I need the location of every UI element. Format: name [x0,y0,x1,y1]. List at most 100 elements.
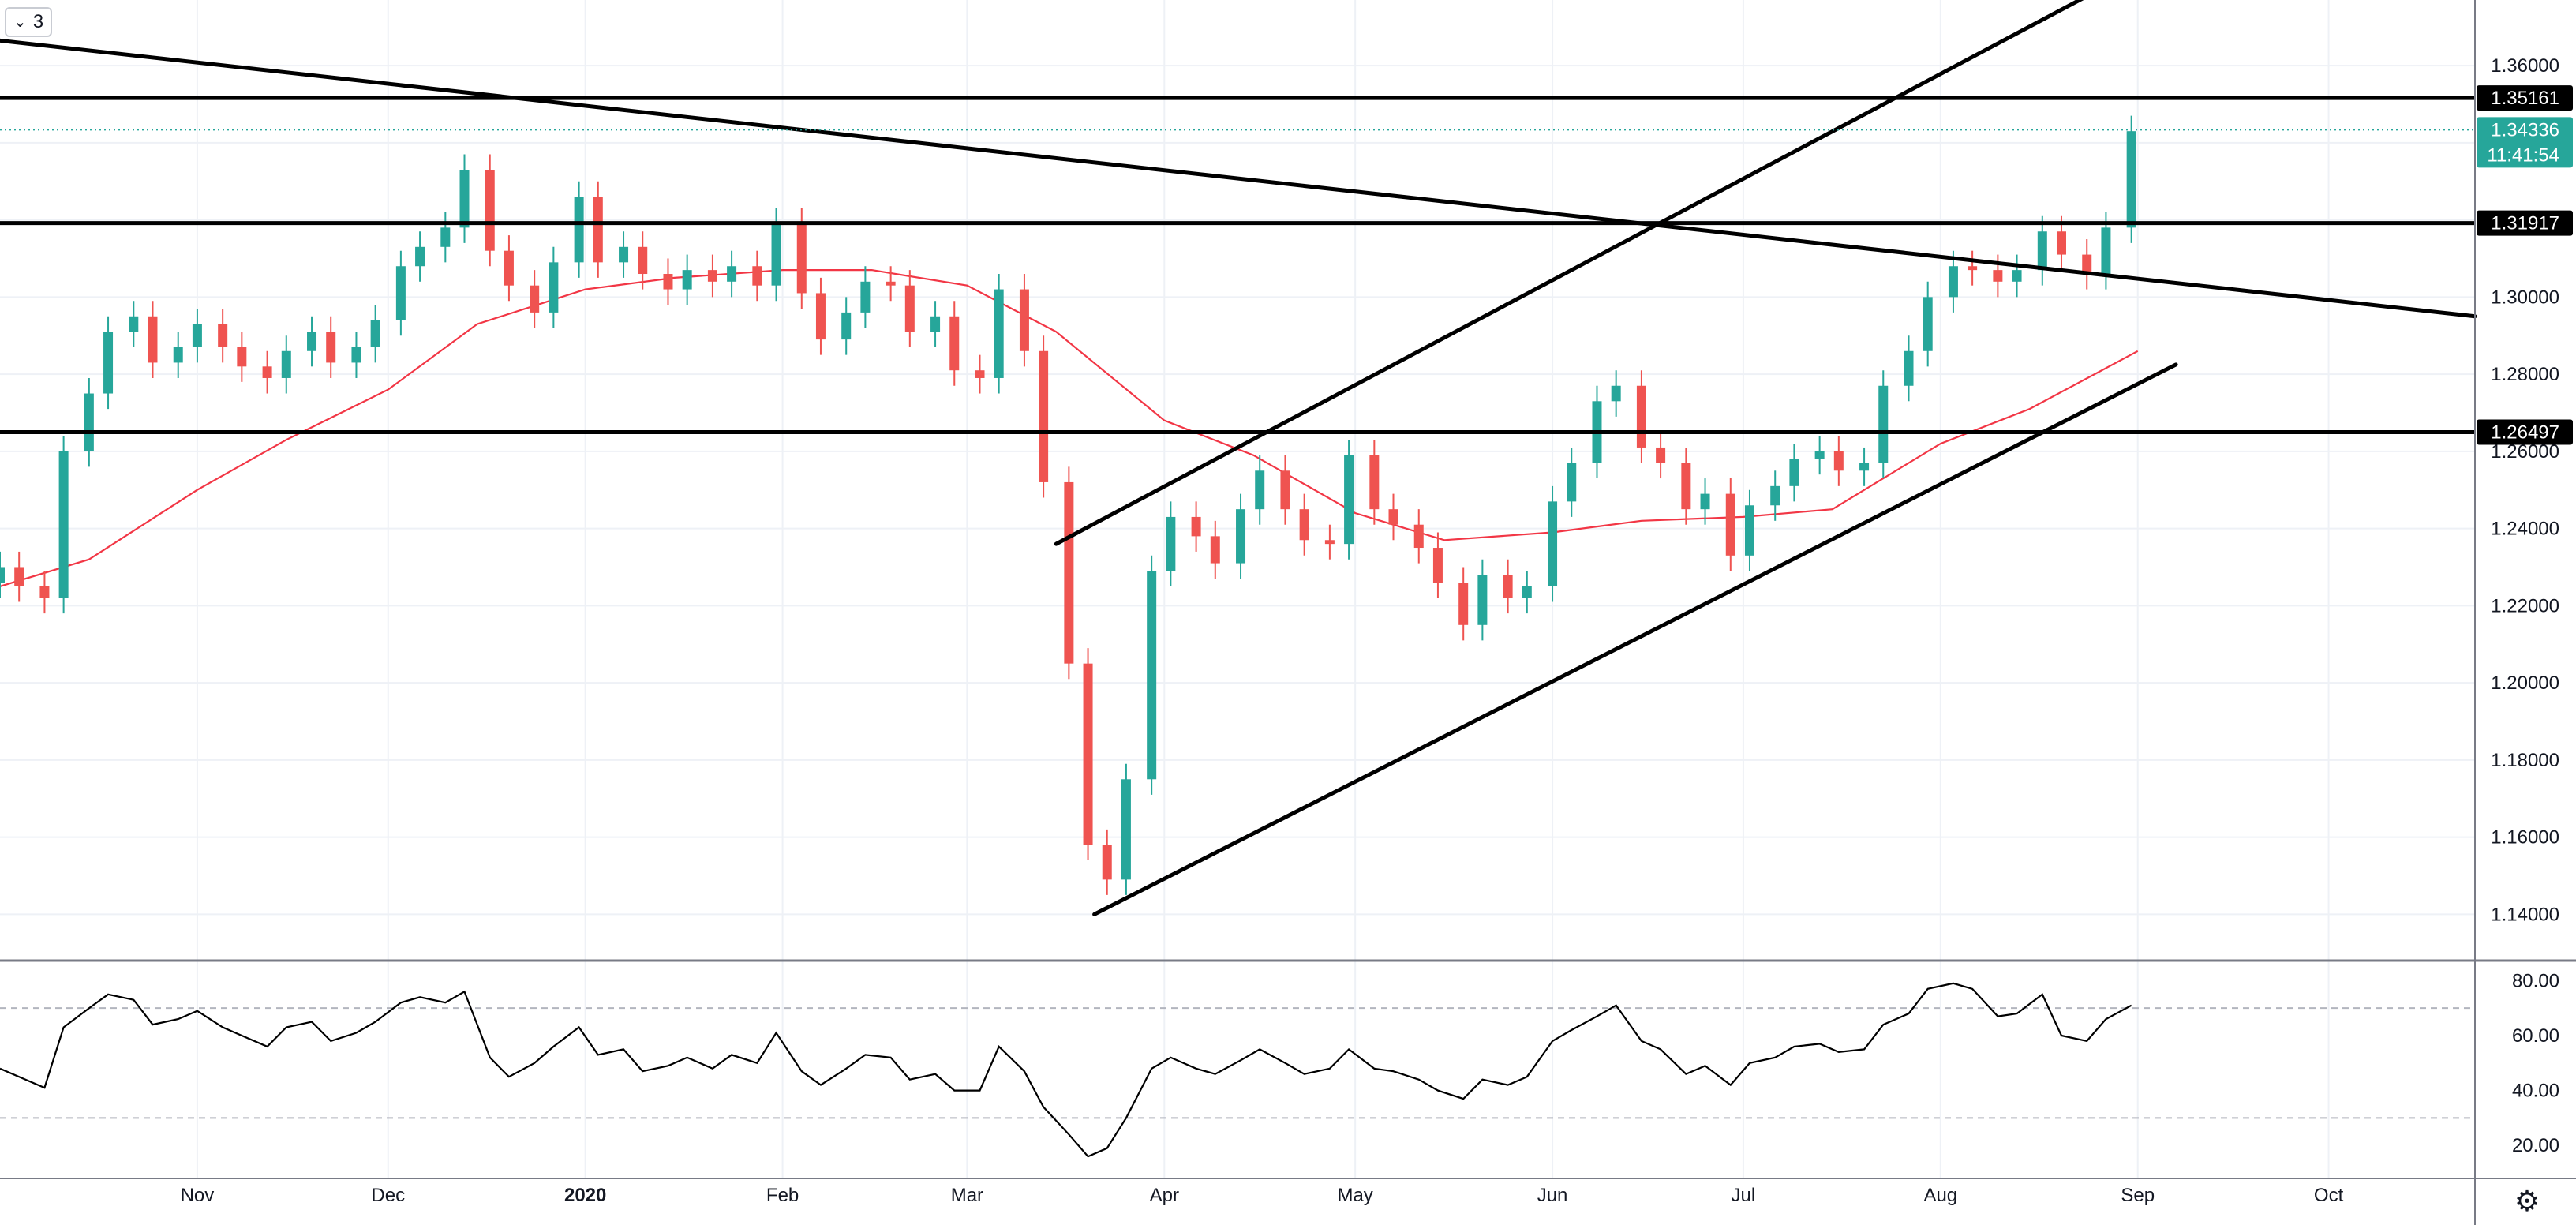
y-tick-label: 1.20000 [2491,672,2559,694]
candle-body [1121,779,1131,880]
candle-body [307,332,317,351]
candle-body [1166,516,1176,571]
y-tick-label: 1.18000 [2491,750,2559,771]
x-tick-label: Mar [951,1185,983,1206]
candle-body [1083,663,1093,845]
candle-body [1522,586,1532,598]
candle-body [351,347,361,363]
candle-body [1299,509,1309,541]
candle-body [1904,350,1914,386]
candle-body [1432,548,1443,583]
bar-countdown: 11:41:54 [2487,144,2559,166]
candle-body [1993,270,2003,282]
candle-body [771,223,781,286]
candle-body [1344,455,1354,545]
last-price-tag-bg [2477,117,2573,168]
y-tick-label: 1.24000 [2491,519,2559,540]
candle-body [1102,845,1112,880]
level-price-tag-bg [2477,210,2573,236]
candle-body [593,197,603,263]
candle-body [549,262,559,313]
x-tick-label: Jul [1732,1185,1756,1206]
candle-body [1770,485,1780,506]
candle-body [1236,509,1246,564]
rsi-tick-label: 40.00 [2512,1081,2559,1102]
y-tick-label: 1.14000 [2491,904,2559,925]
candle-body [1039,350,1049,482]
candle-body [1948,266,1958,298]
candle-body [707,270,717,282]
x-tick-label: May [1337,1185,1372,1206]
candle-body [1210,536,1220,564]
rsi-pane [0,982,2475,1158]
candle-body [663,274,673,290]
x-tick-label: Aug [1923,1185,1957,1206]
candle-body [440,227,451,247]
y-tick-label: 1.36000 [2491,55,2559,77]
candle-body [904,285,915,332]
candle-body [1859,463,1870,471]
trend-line [1092,362,2178,916]
gear-icon[interactable]: ⚙ [2514,1185,2540,1217]
level-price-tag: 1.26497 [2491,422,2559,444]
candle-body [1744,505,1754,556]
candle-body [1833,451,1844,471]
candle-body [1503,575,1513,598]
candle-body [530,285,540,313]
rsi-line [0,982,2132,1158]
chart-grid [0,0,2475,1178]
candle-body [1681,463,1691,510]
candle-body [886,281,896,286]
candle-body [815,293,826,340]
trend-line [0,38,2477,319]
candle-body [395,266,406,320]
candle-body [1147,571,1157,780]
level-price-tag-bg [2477,85,2573,111]
y-tick-label: 1.30000 [2491,287,2559,308]
candle-body [459,170,470,228]
trend-line [1054,0,2084,546]
candle-body [415,246,425,267]
candle-body [504,250,514,286]
rsi-tick-label: 80.00 [2512,970,2559,991]
candle-body [218,324,228,347]
candle-body [84,393,94,451]
level-price-tag: 1.31917 [2491,213,2559,234]
candle-body [796,223,807,294]
candle-body [1923,297,1933,351]
x-tick-label: Nov [181,1185,215,1206]
candle-body [1789,459,1799,486]
candle-body [619,246,629,263]
candle-body [148,316,158,363]
candle-body [1611,385,1621,402]
x-tick-label: 2020 [564,1185,606,1206]
candle-body [727,266,737,282]
candle-body [2037,231,2047,271]
moving-average-series [0,269,2139,587]
candle-body [1814,451,1825,459]
candle-body [994,289,1004,378]
candle-body [682,270,692,290]
candle-body [192,324,202,347]
candle-body [1064,481,1074,664]
x-tick-label: Oct [2314,1185,2344,1206]
candle-body [39,586,50,598]
moving-average-line [0,269,2139,587]
candle-body [1369,455,1380,510]
candle-body [2082,254,2092,275]
candle-body [975,370,985,378]
candle-body [1255,470,1265,510]
candle-body [638,246,648,275]
drawing-lines[interactable] [0,0,2477,916]
candle-body [2056,231,2066,255]
collapse-indicators-button[interactable]: ⌄ 3 [5,7,52,37]
y-tick-label: 1.16000 [2491,827,2559,849]
chevron-down-icon: ⌄ [13,13,27,31]
candle-body [129,316,139,332]
y-tick-label: 1.22000 [2491,595,2559,616]
candle-body [0,567,5,583]
candle-body [1324,540,1335,545]
candle-body [860,281,871,313]
